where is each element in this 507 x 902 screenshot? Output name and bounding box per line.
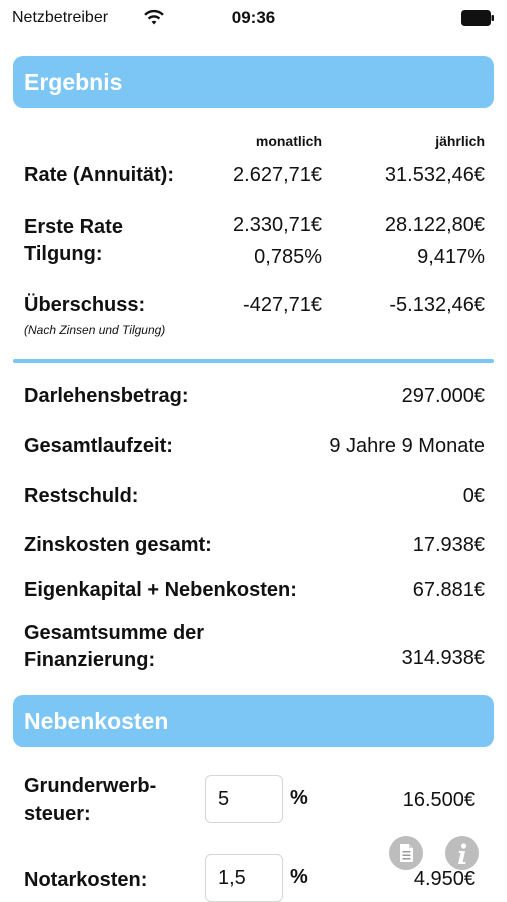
nebenkosten-header: Nebenkosten <box>13 695 494 747</box>
column-header-monthly: monatlich <box>255 133 322 149</box>
restschuld-value: 0€ <box>462 485 485 507</box>
rate-label: Rate (Annuität): <box>24 164 174 186</box>
grunderwerbsteuer-value: 16.500€ <box>402 789 475 811</box>
erste-rate-label: Erste Rate <box>24 216 123 238</box>
carrier-name: Netzbetreiber <box>12 9 109 26</box>
gesamtsumme-value: 314.938€ <box>401 647 485 669</box>
darlehensbetrag-value: 297.000€ <box>401 385 485 407</box>
gesamtlaufzeit-label: Gesamtlaufzeit: <box>24 435 173 457</box>
ergebnis-title: Ergebnis <box>24 69 123 95</box>
gesamtlaufzeit-value: 9 Jahre 9 Monate <box>329 435 485 457</box>
notarkosten-input[interactable] <box>205 854 283 902</box>
section-divider <box>13 359 494 363</box>
notarkosten-label: Notarkosten: <box>24 869 148 891</box>
eigenkapital-value: 67.881€ <box>412 579 485 601</box>
rate-yearly-value: 31.532,46€ <box>384 164 485 186</box>
erste-rate-yearly-value: 28.122,80€ <box>384 214 485 236</box>
info-icon <box>458 843 467 864</box>
darlehensbetrag-label: Darlehensbetrag: <box>24 385 189 407</box>
info-button[interactable] <box>445 836 479 870</box>
gesamtsumme-label-line2: Finanzierung: <box>24 649 156 671</box>
ergebnis-header: Ergebnis <box>13 56 494 108</box>
status-bar: Netzbetreiber 09:36 <box>0 0 507 40</box>
restschuld-label: Restschuld: <box>24 485 139 507</box>
column-header-yearly: jährlich <box>435 133 485 149</box>
ueberschuss-yearly-value: -5.132,46€ <box>389 294 485 316</box>
gesamtsumme-label-line1: Gesamtsumme der <box>24 622 205 644</box>
document-icon <box>400 844 413 862</box>
erste-rate-monthly-value: 2.330,71€ <box>233 214 322 236</box>
notarkosten-value: 4.950€ <box>413 868 475 890</box>
grunderwerbsteuer-unit: % <box>290 787 308 809</box>
notarkosten-unit: % <box>290 866 308 888</box>
grunderwerbsteuer-input[interactable] <box>205 775 283 823</box>
nebenkosten-title: Nebenkosten <box>24 708 169 734</box>
ueberschuss-monthly-value: -427,71€ <box>243 294 322 316</box>
tilgung-yearly-value: 9,417% <box>417 246 485 268</box>
wifi-icon <box>144 9 164 25</box>
grunderwerbsteuer-label-line2: steuer: <box>24 803 91 825</box>
ueberschuss-note: (Nach Zinsen und Tilgung) <box>24 323 166 337</box>
battery-icon <box>461 10 494 26</box>
rate-monthly-value: 2.627,71€ <box>233 164 322 186</box>
zinskosten-value: 17.938€ <box>412 534 485 556</box>
tilgung-label: Tilgung: <box>24 243 103 265</box>
grunderwerbsteuer-label-line1: Grunderwerb- <box>24 775 157 797</box>
clock: 09:36 <box>231 8 276 27</box>
tilgung-monthly-value: 0,785% <box>254 246 322 268</box>
zinskosten-label: Zinskosten gesamt: <box>24 534 212 556</box>
ueberschuss-label: Überschuss: <box>24 294 146 316</box>
eigenkapital-label: Eigenkapital + Nebenkosten: <box>24 579 297 601</box>
document-button[interactable] <box>389 836 423 870</box>
